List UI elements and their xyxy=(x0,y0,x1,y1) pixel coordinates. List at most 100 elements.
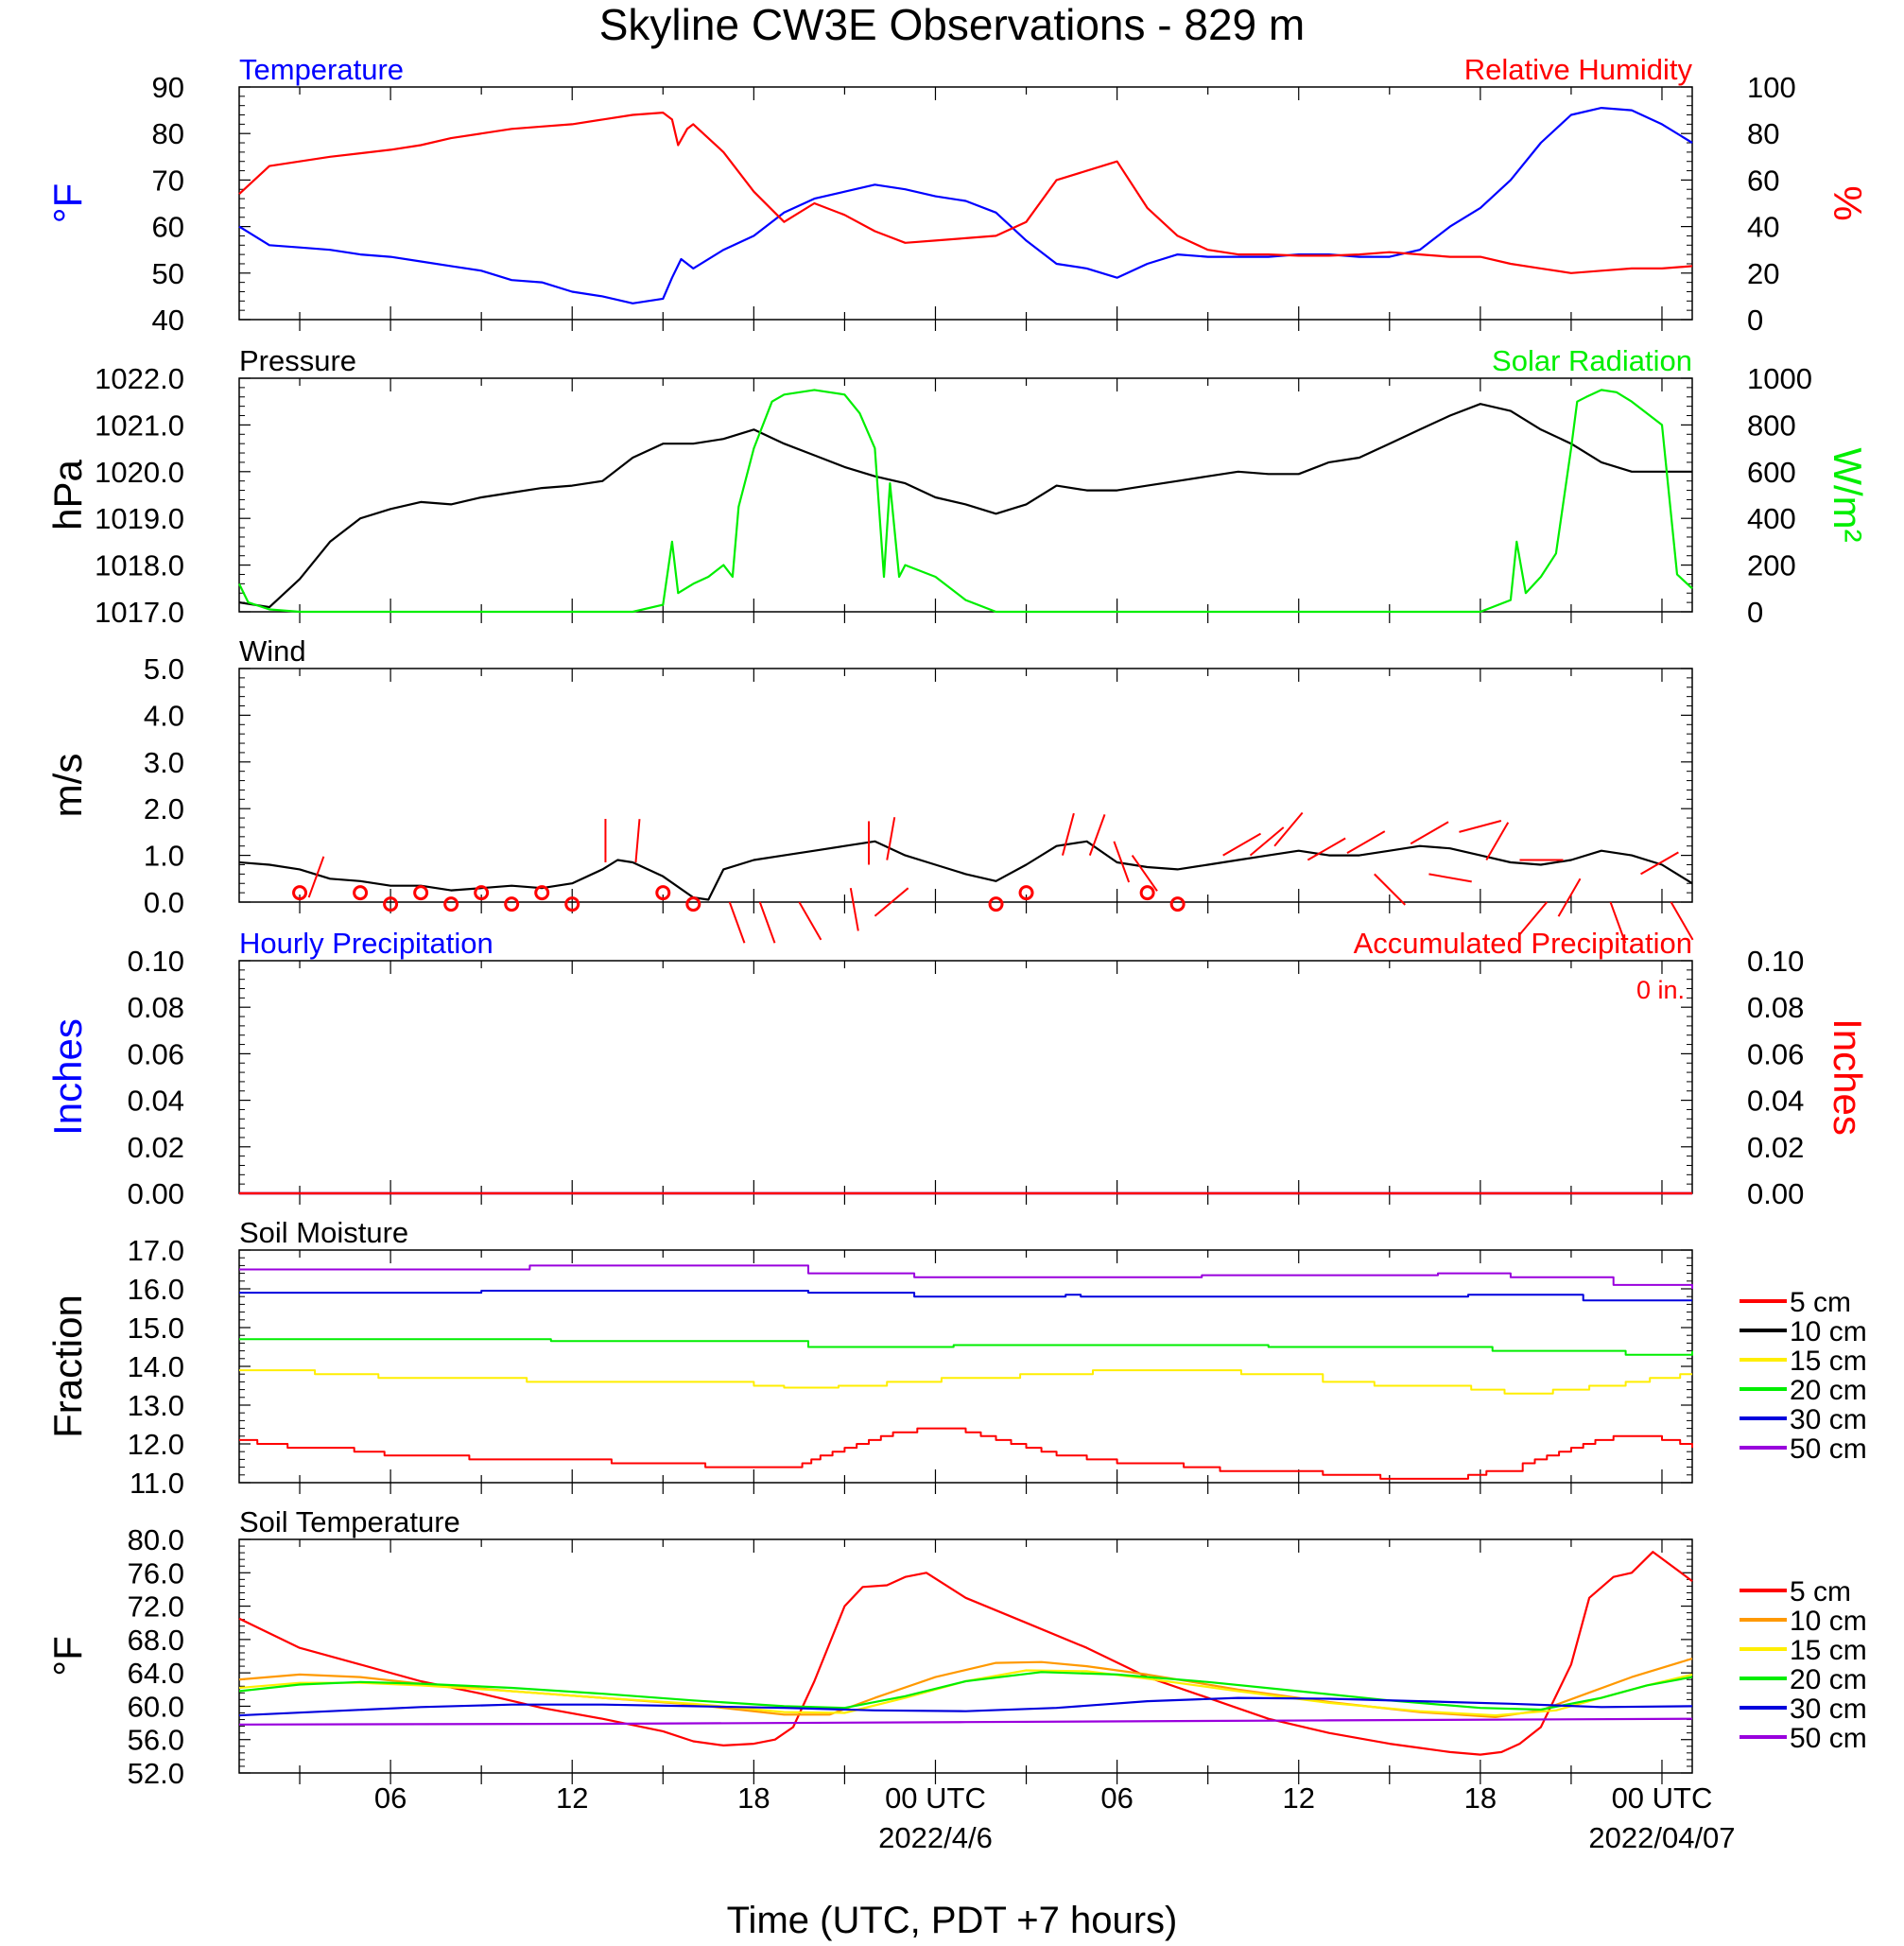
right-tick-label: 100 xyxy=(1747,71,1796,104)
plot-frame xyxy=(238,960,1693,1194)
left-tick-label: 1019.0 xyxy=(95,502,184,535)
panel-soil-temp: 52.056.060.064.068.072.076.080.0 Soil Tem… xyxy=(45,1505,1867,1790)
right-tick-label: 40 xyxy=(1747,211,1779,244)
panel-pressure-solar: 1017.0 1018.0 1019.0 1020.0 1021.0 1022.0 0 200… xyxy=(45,344,1870,629)
wind-barb xyxy=(634,819,641,863)
series-line-20-cm xyxy=(239,1338,1693,1356)
left-tick-label: 12.0 xyxy=(128,1428,184,1461)
wind-barb xyxy=(1459,820,1502,833)
x-tick-label: 00 UTC xyxy=(1612,1781,1713,1815)
calm-wind-marker xyxy=(1139,885,1155,901)
x-axis: 06 12 18 00 UTC 2022/4/6 06 12 18 00 UTC 2022/04/… xyxy=(374,1781,1736,1854)
left-tick-label: 90 xyxy=(152,71,184,104)
plot-frame xyxy=(238,377,1693,613)
left-axis-unit: °F xyxy=(45,183,90,223)
right-tick-label: 0.10 xyxy=(1747,945,1804,978)
panel-left-title: Wind xyxy=(239,634,306,668)
right-tick-label: 0.06 xyxy=(1747,1037,1804,1070)
wind-barb xyxy=(886,817,896,860)
panel-left-title: Soil Moisture xyxy=(239,1216,408,1249)
right-tick-label: 0 xyxy=(1747,304,1763,337)
panel-wind: 0.0 1.0 2.0 3.0 4.0 5.0 Wind m/s xyxy=(45,634,1694,944)
plot-frame xyxy=(238,86,1693,321)
right-tick-label: 600 xyxy=(1747,456,1796,489)
left-tick-label: 11.0 xyxy=(130,1467,184,1500)
panel-right-title: Accumulated Precipitation xyxy=(1354,927,1692,960)
left-axis-unit: Inches xyxy=(45,1018,90,1136)
wind-barb xyxy=(874,887,909,917)
series-line-30-cm xyxy=(238,1696,1693,1717)
panel-right-title: Solar Radiation xyxy=(1492,344,1692,377)
x-tick-label: 12 xyxy=(556,1781,588,1815)
series-line-30-cm xyxy=(239,1290,1692,1302)
left-tick-label: 1022.0 xyxy=(95,362,184,395)
left-tick-label: 68.0 xyxy=(128,1624,184,1657)
plot-frame xyxy=(238,668,1693,903)
figure-title: Skyline CW3E Observations - 829 m xyxy=(599,0,1306,49)
wind-barb xyxy=(1273,811,1304,847)
left-tick-label: 5.0 xyxy=(144,652,184,686)
legend-label: 50 cm xyxy=(1790,1723,1867,1754)
series-line-solar-radiation xyxy=(238,389,1693,614)
legend-label: 5 cm xyxy=(1790,1576,1851,1607)
wind-barb xyxy=(1428,873,1472,883)
wind-barb xyxy=(1410,821,1449,845)
legend-label: 10 cm xyxy=(1790,1606,1867,1637)
right-axis-unit: W/m² xyxy=(1826,447,1870,542)
wind-barb xyxy=(1249,826,1285,857)
right-tick-label: 0 xyxy=(1747,596,1763,629)
plot-frame xyxy=(238,1538,1693,1774)
calm-wind-marker xyxy=(443,896,459,912)
panel-soil-moisture: 11.0 12.0 13.0 14.0 15.0 16.0 17.0 Soil Moistur… xyxy=(45,1216,1867,1500)
legend-label: 10 cm xyxy=(1790,1316,1867,1347)
panel-left-title: Soil Temperature xyxy=(239,1505,460,1538)
left-tick-label: 2.0 xyxy=(144,792,184,825)
legend-label: 20 cm xyxy=(1790,1375,1867,1406)
x-tick-label: 18 xyxy=(1464,1781,1497,1815)
left-tick-label: 0.0 xyxy=(144,886,184,919)
wind-barb xyxy=(728,901,746,944)
calm-wind-marker xyxy=(292,885,308,901)
left-tick-label: 72.0 xyxy=(128,1590,184,1624)
wind-barb xyxy=(1307,837,1346,861)
left-tick-label: 0.08 xyxy=(128,991,184,1024)
x-tick-date-label: 2022/04/07 xyxy=(1588,1821,1735,1854)
left-axis-unit: Fraction xyxy=(45,1294,90,1438)
left-tick-label: 56.0 xyxy=(128,1724,184,1757)
series-line-50-cm xyxy=(238,1717,1693,1726)
panel-left-title: Hourly Precipitation xyxy=(239,927,493,960)
right-axis-unit: % xyxy=(1826,185,1870,220)
series-line-relative-humidity xyxy=(238,112,1693,274)
calm-wind-marker xyxy=(988,896,1004,912)
right-tick-label: 1000 xyxy=(1747,362,1812,395)
left-tick-label: 0.10 xyxy=(128,945,184,978)
left-axis-unit: hPa xyxy=(45,459,90,530)
left-tick-label: 13.0 xyxy=(128,1389,184,1422)
left-tick-label: 64.0 xyxy=(128,1657,184,1690)
plot-frame xyxy=(238,1249,1693,1484)
calm-wind-marker xyxy=(353,885,369,901)
calm-wind-marker xyxy=(1169,896,1186,912)
legend-label: 15 cm xyxy=(1790,1346,1867,1377)
wind-barb xyxy=(849,888,859,931)
right-tick-label: 0.08 xyxy=(1747,991,1804,1024)
series-line-wind xyxy=(238,840,1693,901)
wind-barb xyxy=(758,901,776,944)
right-tick-label: 60 xyxy=(1747,164,1779,197)
left-tick-label: 17.0 xyxy=(128,1234,184,1267)
wind-barb xyxy=(1222,832,1262,857)
legend-label: 5 cm xyxy=(1790,1287,1851,1318)
left-tick-label: 60 xyxy=(152,211,184,244)
wind-barb xyxy=(798,901,822,941)
legend-label: 30 cm xyxy=(1790,1694,1867,1725)
series-line-pressure xyxy=(238,403,1692,609)
x-tick-label: 12 xyxy=(1282,1781,1314,1815)
left-tick-label: 16.0 xyxy=(128,1273,184,1306)
wind-barb xyxy=(1088,814,1106,856)
left-tick-label: 1021.0 xyxy=(95,408,184,442)
series-line-temperature xyxy=(238,107,1693,304)
calm-wind-marker xyxy=(534,885,550,901)
left-tick-label: 40 xyxy=(152,304,184,337)
wind-barb xyxy=(1557,877,1582,917)
